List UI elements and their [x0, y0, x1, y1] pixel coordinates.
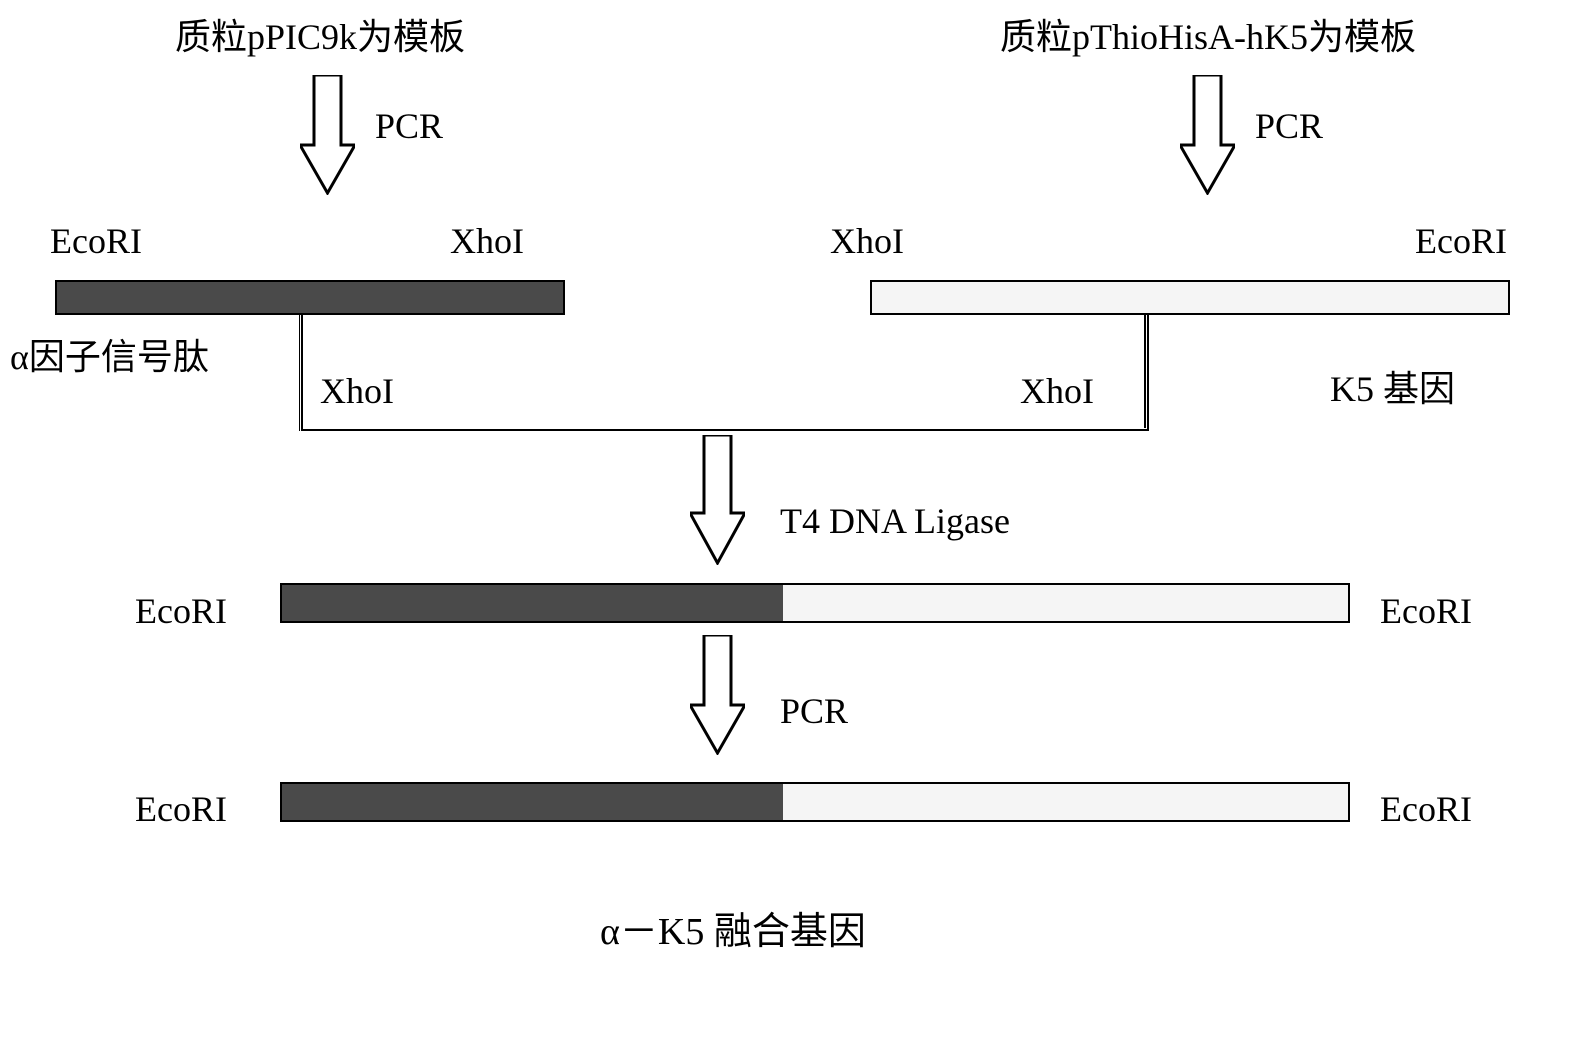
pcr-label-final: PCR — [780, 690, 848, 732]
ecori-label-top-left: EcoRI — [50, 220, 142, 262]
ecori-label-top-right: EcoRI — [1415, 220, 1507, 262]
ligated-bar — [280, 583, 1350, 623]
t4-ligase-label: T4 DNA Ligase — [780, 500, 1010, 542]
ecori-final-right: EcoRI — [1380, 788, 1472, 830]
xhoi-label-top-left-rightend: XhoI — [450, 220, 524, 262]
xhoi-connector-label-right: XhoI — [1020, 370, 1094, 412]
alpha-signal-label: α因子信号肽 — [10, 328, 209, 380]
ecori-final-left: EcoRI — [135, 788, 227, 830]
arrow-ligase — [690, 435, 745, 565]
k5-gene-bar — [870, 280, 1510, 315]
fusion-gene-label: α－K5 融合基因 — [600, 900, 866, 955]
xhoi-label-top-right-leftend: XhoI — [830, 220, 904, 262]
pcr-label-right: PCR — [1255, 105, 1323, 147]
ecori-ligated-left: EcoRI — [135, 590, 227, 632]
template-left-title: 质粒pPIC9k为模板 — [175, 8, 465, 60]
alpha-signal-bar — [55, 280, 565, 315]
ecori-ligated-right: EcoRI — [1380, 590, 1472, 632]
arrow-right-pcr — [1180, 75, 1235, 195]
arrow-final-pcr — [690, 635, 745, 755]
xhoi-connector-label-left: XhoI — [320, 370, 394, 412]
template-right-title: 质粒pThioHisA-hK5为模板 — [1000, 8, 1416, 60]
ligated-bar-left — [282, 585, 783, 621]
ligated-bar-right — [783, 585, 1348, 621]
pcr-label-left: PCR — [375, 105, 443, 147]
fusion-bar-right — [783, 784, 1348, 820]
fusion-bar — [280, 782, 1350, 822]
k5-gene-label: K5 基因 — [1330, 360, 1455, 412]
fusion-bar-left — [282, 784, 783, 820]
arrow-left-pcr — [300, 75, 355, 195]
